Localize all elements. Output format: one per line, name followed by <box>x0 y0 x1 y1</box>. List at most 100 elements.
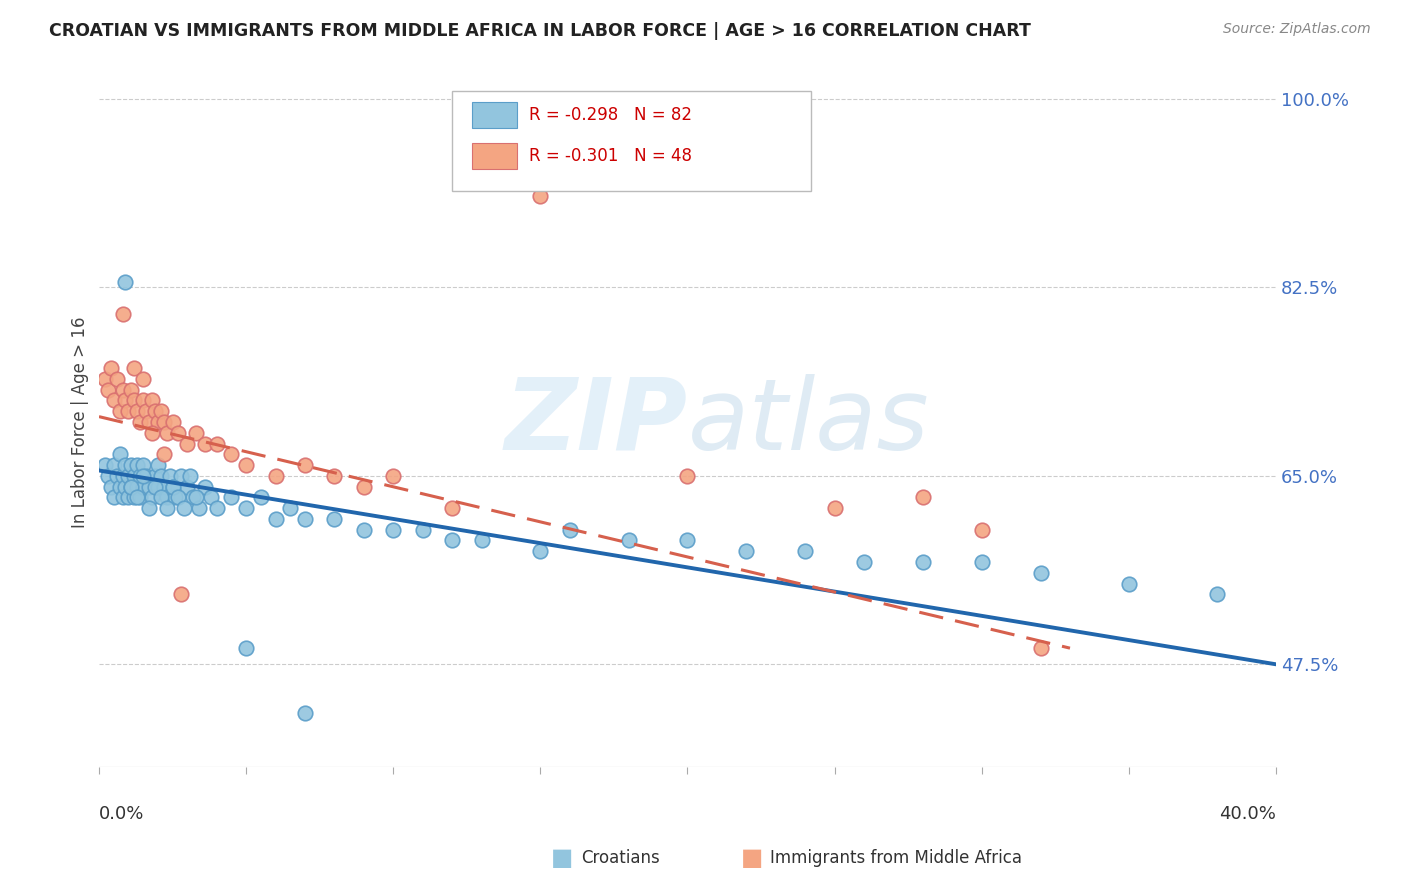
Point <box>853 555 876 569</box>
Point <box>114 275 136 289</box>
Point <box>294 458 316 472</box>
Point <box>824 501 846 516</box>
Point <box>167 425 190 440</box>
Point <box>179 468 201 483</box>
Point <box>149 491 172 505</box>
Point <box>323 468 346 483</box>
Point <box>162 415 184 429</box>
Point <box>132 458 155 472</box>
Text: R = -0.301   N = 48: R = -0.301 N = 48 <box>529 147 692 165</box>
Point <box>382 468 405 483</box>
Point <box>221 491 243 505</box>
Text: ■: ■ <box>741 847 763 870</box>
Point <box>205 501 228 516</box>
Point <box>94 458 117 472</box>
Point <box>194 480 217 494</box>
Point <box>173 501 195 516</box>
Point <box>441 533 464 548</box>
Point <box>103 491 125 505</box>
Point <box>264 512 287 526</box>
Point <box>294 512 316 526</box>
Point <box>676 533 699 548</box>
Point <box>135 468 157 483</box>
Point <box>470 533 492 548</box>
Point <box>152 480 174 494</box>
Point <box>141 425 163 440</box>
Point <box>111 468 134 483</box>
Point <box>529 544 551 558</box>
Point <box>970 523 993 537</box>
Point <box>129 491 152 505</box>
Point <box>129 468 152 483</box>
Text: Source: ZipAtlas.com: Source: ZipAtlas.com <box>1223 22 1371 37</box>
Point <box>382 523 405 537</box>
Point <box>1206 587 1229 601</box>
Point <box>114 480 136 494</box>
Point <box>117 491 139 505</box>
Point <box>170 587 193 601</box>
Point <box>127 480 149 494</box>
Bar <box>472 102 517 128</box>
Point <box>105 372 128 386</box>
Point <box>676 468 699 483</box>
Point <box>184 491 207 505</box>
Point <box>138 415 160 429</box>
Point <box>412 523 434 537</box>
Point <box>132 372 155 386</box>
Point <box>170 468 193 483</box>
Point <box>146 458 169 472</box>
Point <box>108 404 131 418</box>
Point <box>124 468 146 483</box>
Point <box>165 491 187 505</box>
Point <box>97 468 120 483</box>
Point <box>152 447 174 461</box>
Point <box>353 480 375 494</box>
Point <box>138 501 160 516</box>
Point <box>235 501 257 516</box>
Point <box>1029 566 1052 580</box>
Point <box>1029 641 1052 656</box>
Point <box>1118 576 1140 591</box>
Point <box>176 436 198 450</box>
Point <box>127 491 149 505</box>
Point <box>114 393 136 408</box>
Point <box>911 555 934 569</box>
Point <box>97 383 120 397</box>
Point <box>617 533 640 548</box>
Point <box>146 480 169 494</box>
Point <box>94 372 117 386</box>
Point <box>558 523 581 537</box>
Point <box>235 641 257 656</box>
Point <box>156 491 179 505</box>
Point <box>111 307 134 321</box>
Point <box>108 447 131 461</box>
Point <box>149 468 172 483</box>
Point <box>221 447 243 461</box>
Point <box>100 361 122 376</box>
Point <box>129 415 152 429</box>
Point <box>152 415 174 429</box>
Point <box>138 480 160 494</box>
Point <box>146 415 169 429</box>
Point <box>105 468 128 483</box>
Point <box>143 404 166 418</box>
Point <box>194 436 217 450</box>
Point <box>124 491 146 505</box>
Point <box>278 501 301 516</box>
Point <box>100 480 122 494</box>
Point <box>120 458 142 472</box>
Point <box>205 436 228 450</box>
Point <box>188 501 211 516</box>
Point <box>132 393 155 408</box>
Point <box>529 189 551 203</box>
FancyBboxPatch shape <box>453 91 811 191</box>
Point <box>264 468 287 483</box>
Point <box>176 480 198 494</box>
Text: Immigrants from Middle Africa: Immigrants from Middle Africa <box>770 849 1022 867</box>
Point <box>184 425 207 440</box>
Point <box>120 480 142 494</box>
Text: ■: ■ <box>551 847 574 870</box>
Point <box>103 458 125 472</box>
Point <box>149 404 172 418</box>
Point <box>141 491 163 505</box>
